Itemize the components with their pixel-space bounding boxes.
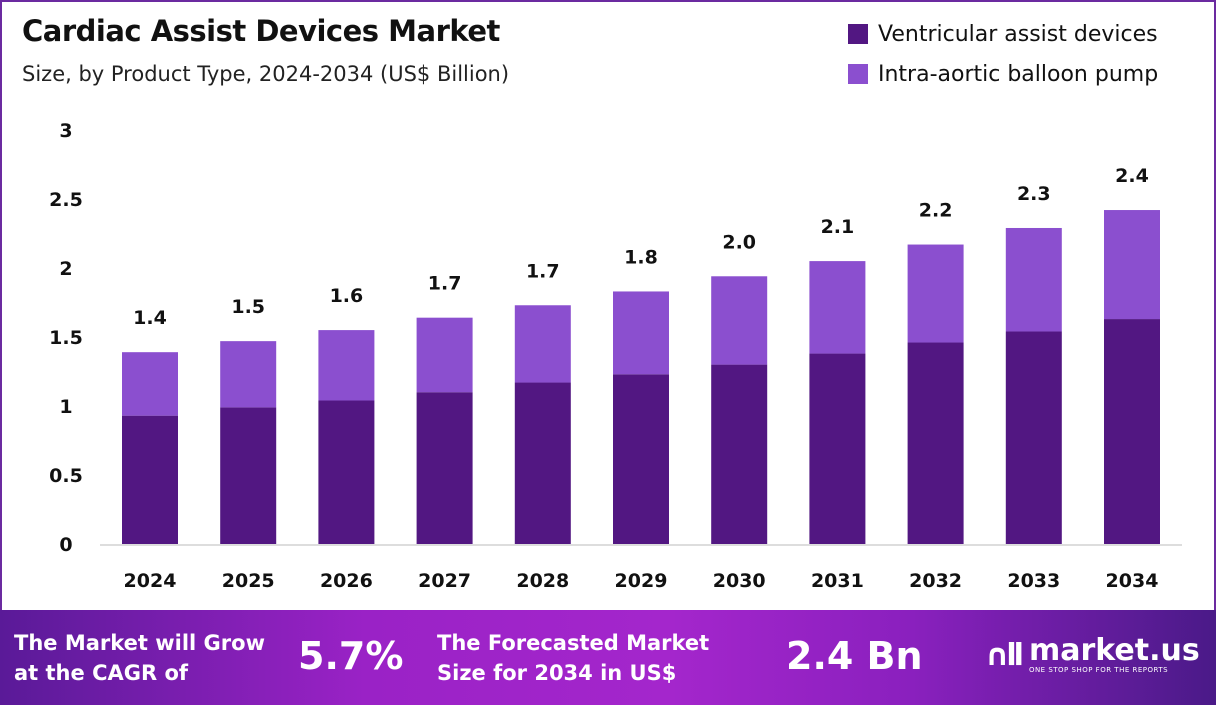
cagr-text-2: at the CAGR of [14,661,189,685]
bar-iabp [122,352,178,416]
bar-ventricular [809,353,866,544]
bar-iabp [613,291,669,375]
x-tick-label: 2030 [713,570,766,592]
x-tick-label: 2029 [615,570,668,592]
x-tick-label: 2033 [1007,570,1060,592]
logo-mark-icon: ∩ll [985,637,1024,673]
bar-iabp [220,341,277,408]
bar-ventricular [416,392,473,544]
legend-item-vad: Ventricular assist devices [848,14,1158,54]
data-label: 2.2 [919,200,953,222]
bar-ventricular [907,342,964,544]
data-label: 1.7 [428,273,462,295]
y-tick-label: 2.5 [49,189,83,211]
data-label: 1.7 [526,260,560,282]
bar-iabp [809,261,866,354]
bar-ventricular [122,415,178,544]
x-tick-label: 2024 [124,570,177,592]
y-tick-label: 3 [59,120,72,142]
data-label: 2.1 [821,216,855,238]
chart-subtitle: Size, by Product Type, 2024-2034 (US$ Bi… [22,62,510,86]
bar-iabp [514,305,571,383]
legend-label: Ventricular assist devices [878,21,1158,47]
x-tick-label: 2032 [909,570,962,592]
legend-label: Intra-aortic balloon pump [878,61,1159,87]
x-tick-label: 2034 [1106,570,1159,592]
bar-iabp [907,244,964,343]
legend-swatch [848,64,868,84]
bar-ventricular [514,382,571,544]
chart-title: Cardiac Assist Devices Market [22,14,500,48]
y-tick-label: 2 [59,258,72,280]
bar-ventricular [711,364,768,544]
bar-ventricular [220,407,277,544]
x-tick-label: 2027 [418,570,471,592]
footer-banner: The Market will Grow at the CAGR of 5.7% … [0,610,1216,705]
legend: Ventricular assist devices Intra-aortic … [848,14,1158,94]
bar-iabp [711,276,768,365]
legend-swatch [848,24,868,44]
data-label: 1.6 [330,285,364,307]
bar-iabp [416,317,473,393]
bar-ventricular [318,400,375,544]
cagr-value: 5.7% [298,634,404,678]
data-label: 2.0 [722,231,756,253]
data-label: 1.5 [231,296,265,318]
bar-ventricular [1104,319,1160,544]
legend-item-iabp: Intra-aortic balloon pump [848,54,1158,94]
forecast-text-2: Size for 2034 in US$ [437,661,677,685]
bar-ventricular [1005,331,1062,544]
forecast-text-1: The Forecasted Market [437,631,710,655]
bar-chart: 0 0.5 1 1.5 2 2.5 3 1.4 2024 1.5 2025 1.6 2026 1.7 202… [49,120,1182,592]
x-tick-label: 2031 [811,570,864,592]
y-tick-label: 1.5 [49,327,83,349]
y-tick-label: 0 [59,534,72,556]
y-tick-label: 1 [59,396,72,418]
market-us-logo: ∩ll market.us ONE STOP SHOP FOR THE REPOR… [985,633,1200,675]
bar-iabp [1104,210,1160,320]
logo-name: market.us [1028,633,1200,668]
forecast-value: 2.4 Bn [786,634,923,678]
data-label: 2.3 [1017,183,1051,205]
logo-tagline: ONE STOP SHOP FOR THE REPORTS [1028,666,1169,674]
bar-iabp [1005,227,1062,332]
data-label: 2.4 [1115,165,1149,187]
x-tick-label: 2025 [222,570,275,592]
bar-ventricular [613,374,669,544]
data-label: 1.4 [133,307,167,329]
cagr-text-1: The Market will Grow [14,631,265,655]
y-tick-label: 0.5 [49,465,83,487]
x-tick-label: 2028 [516,570,569,592]
data-label: 1.8 [624,246,658,268]
bar-iabp [318,330,375,401]
x-tick-label: 2026 [320,570,373,592]
